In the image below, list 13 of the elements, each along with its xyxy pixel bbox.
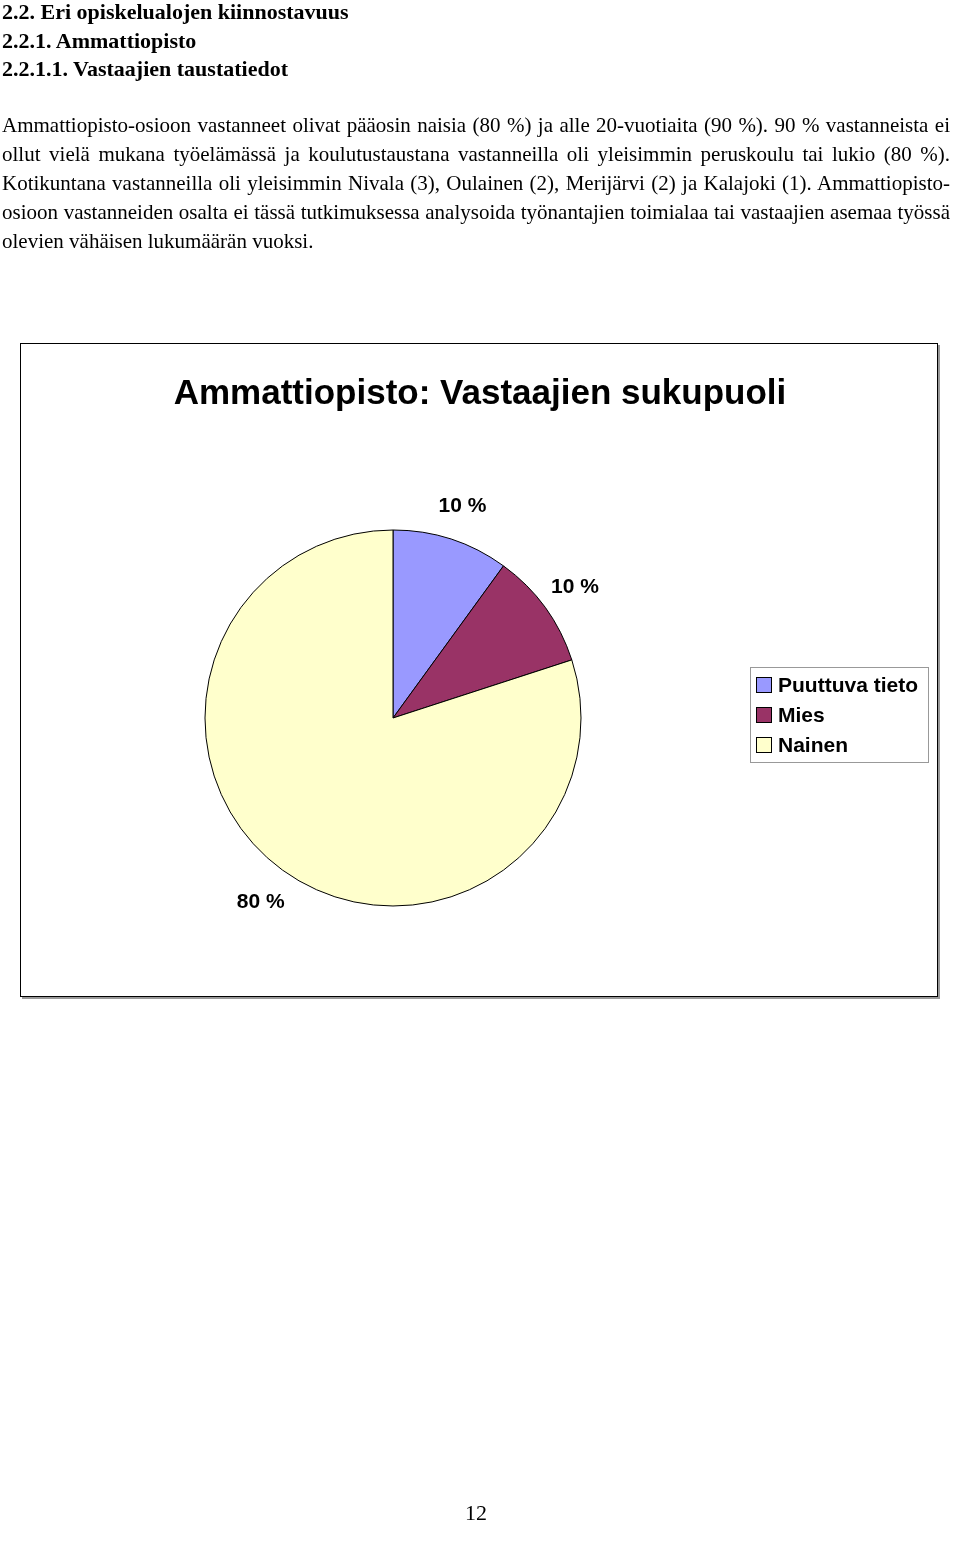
data-label: 10 %: [551, 574, 600, 598]
chart-title: Ammattiopisto: Vastaajien sukupuoli: [173, 371, 787, 411]
pie-slice: [204, 529, 582, 907]
text: 2.2.1.1. Vastaajien taustatiedot: [2, 55, 289, 83]
legend-label: Puuttuva tieto: [778, 672, 918, 698]
data-label: 10 %: [438, 492, 487, 516]
legend-label: Mies: [778, 702, 825, 728]
data-label: 80 %: [236, 888, 285, 912]
text: 2.2.1. Ammattiopisto: [2, 26, 198, 55]
text: Ammattiopisto-osioon vastanneet olivat pääosin naisia (80 %) ja alle 20-vuotiaita (90 %). 90 % vastanneista ei ollut vielä mukana työelämässä ja koulutustaustana vastanneilla oli yleisimmin peruskoulu tai lukio (80 %). Kotikuntana vastanneilla oli yleisimmin Nivala (3), Oulainen (2), Merijärvi (2) ja Kalajoki (1). Ammattiopisto-osioon vastanneiden osalta ei tässä tutkimuksessa analysoida työnantajien toimialaa tai vastaajien asemaa työssä olevien vähäisen lukumäärän vuoksi.: [2, 112, 950, 255]
text: 12: [464, 1500, 488, 1526]
legend-label: Nainen: [778, 732, 849, 758]
text: 2.2. Eri opiskelualojen kiinnostavuus: [2, 0, 349, 26]
